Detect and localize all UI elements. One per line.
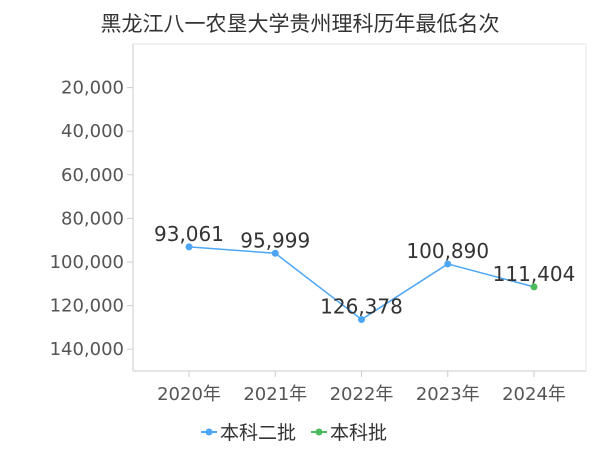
data-label: 93,061: [154, 222, 224, 246]
data-label: 126,378: [320, 295, 403, 319]
y-axis: 20,000 40,000 60,000 80,000 100,000 120,000 14…: [50, 44, 134, 371]
plot-area: [132, 43, 587, 372]
data-point: [358, 316, 365, 324]
legend-item[interactable]: 本科批: [311, 422, 387, 444]
data-point: [444, 260, 452, 268]
data-points: [185, 243, 538, 324]
y-tick-label: 120,000: [50, 296, 124, 317]
y-tick-label: 60,000: [61, 165, 124, 186]
y-tick-label: 100,000: [50, 252, 124, 273]
y-tick-label: 20,000: [61, 78, 124, 99]
x-tick-label: 2021年: [243, 384, 307, 405]
legend-marker-icon: [315, 428, 323, 436]
x-axis: 2020年 2021年 2022年 2023年 2024年: [133, 370, 586, 405]
legend-item[interactable]: 本科二批: [201, 422, 296, 444]
data-point: [185, 243, 193, 251]
x-tick-label: 2024年: [502, 384, 566, 405]
data-point: [530, 283, 538, 291]
y-tick-label: 40,000: [61, 121, 124, 142]
legend-marker-icon: [205, 428, 213, 436]
x-tick-label: 2023年: [416, 384, 480, 405]
data-label: 95,999: [240, 228, 310, 252]
legend-label: 本科二批: [220, 422, 296, 444]
data-label: 111,404: [493, 262, 576, 286]
chart-title: 黑龙江八一农垦大学贵州理科历年最低名次: [100, 12, 500, 36]
y-tick-label: 140,000: [50, 339, 124, 360]
data-label: 100,890: [406, 239, 489, 263]
legend: 本科二批 本科批: [201, 422, 387, 444]
x-tick-label: 2020年: [157, 384, 221, 405]
legend-label: 本科批: [330, 422, 387, 444]
x-tick-label: 2022年: [330, 384, 394, 405]
y-tick-label: 80,000: [61, 208, 124, 229]
data-point: [271, 249, 279, 257]
